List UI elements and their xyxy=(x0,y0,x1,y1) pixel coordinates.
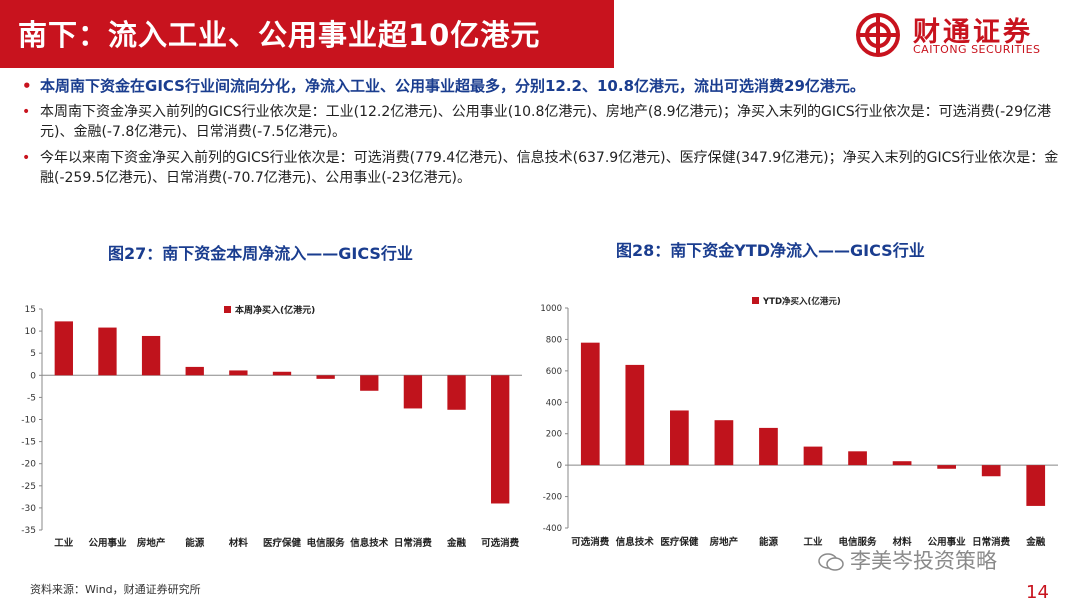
company-logo: 财通证券 CAITONG SECURITIES xyxy=(855,10,1055,60)
source-note: 资料来源：Wind，财通证券研究所 xyxy=(30,583,201,596)
bullet-item: • 今年以来南下资金净买入前列的GICS行业依次是：可选消费(779.4亿港元)、… xyxy=(22,148,1062,188)
y-tick-label: -5 xyxy=(27,393,36,403)
legend-label: 本周净买入(亿港元) xyxy=(235,304,315,316)
x-category-label: 可选消费 xyxy=(481,537,520,549)
chart-title-right: 图28：南下资金YTD净流入——GICS行业 xyxy=(616,241,925,260)
bar xyxy=(316,375,335,379)
bullet-item: • 本周南下资金在GICS行业间流向分化，净流入工业、公用事业超最多，分别12.2… xyxy=(22,76,1062,96)
logo-text-en: CAITONG SECURITIES xyxy=(913,43,1041,56)
bar xyxy=(803,446,823,466)
bullet-list: • 本周南下资金在GICS行业间流向分化，净流入工业、公用事业超最多，分别12.2… xyxy=(22,76,1062,194)
x-category-label: 医疗保健 xyxy=(660,536,699,548)
bar xyxy=(892,461,912,466)
y-tick-label: -30 xyxy=(21,504,36,514)
y-tick-label: -200 xyxy=(543,493,562,503)
bar xyxy=(447,375,466,410)
x-category-label: 材料 xyxy=(892,536,913,548)
y-tick-label: 0 xyxy=(557,461,562,471)
bar xyxy=(848,451,867,466)
bar xyxy=(714,420,734,466)
chart-ytd-net-inflow: 1000 800 600 400 200 0 -200 -400 可选消费 信息技术 医疗保健 房地产… xyxy=(540,296,1058,548)
y-tick-label: -20 xyxy=(21,460,36,470)
y-tick-label: 10 xyxy=(25,327,37,337)
bullet-text: 本周南下资金净买入前列的GICS行业依次是：工业(12.2亿港元)、公用事业(1… xyxy=(40,104,1051,140)
legend-swatch xyxy=(752,297,759,304)
x-category-label: 材料 xyxy=(228,537,249,549)
bar xyxy=(670,410,689,466)
x-category-label: 日常消费 xyxy=(394,537,433,549)
x-category-label: 能源 xyxy=(185,537,205,549)
bar xyxy=(98,327,117,376)
x-category-label: 工业 xyxy=(54,537,74,549)
y-tick-label: 1000 xyxy=(540,304,562,314)
bar xyxy=(580,342,600,466)
y-tick-label: 200 xyxy=(546,430,562,440)
x-category-label: 房地产 xyxy=(710,536,739,548)
y-tick-label: 600 xyxy=(546,367,562,377)
y-tick-label: -10 xyxy=(21,416,36,426)
legend-swatch xyxy=(224,306,231,313)
x-category-label: 电信服务 xyxy=(307,537,346,549)
title-band: 南下：流入工业、公用事业超10亿港元 xyxy=(0,0,614,68)
bullet-text: 今年以来南下资金净买入前列的GICS行业依次是：可选消费(779.4亿港元)、信… xyxy=(40,150,1059,186)
wechat-icon xyxy=(818,553,844,571)
bar xyxy=(937,465,956,469)
header: 南下：流入工业、公用事业超10亿港元 财通证券 CAITONG SECURITI… xyxy=(0,0,1080,68)
logo-text-cn: 财通证券 xyxy=(913,17,1033,48)
bar xyxy=(229,370,248,376)
x-category-label: 信息技术 xyxy=(616,536,655,548)
bullet-item: • 本周南下资金净买入前列的GICS行业依次是：工业(12.2亿港元)、公用事业(… xyxy=(22,102,1062,142)
bar xyxy=(981,465,1001,477)
bar xyxy=(272,371,292,376)
bar xyxy=(141,335,161,376)
bar xyxy=(491,375,510,504)
bar xyxy=(403,375,423,409)
bar xyxy=(625,364,645,466)
bar xyxy=(185,366,204,376)
chart-weekly-net-inflow: 15 10 5 0 -5 -10 -15 -20 -25 -30 -35 工业 公用事业 房地产 能源 材料 医… xyxy=(21,304,522,549)
x-category-label: 工业 xyxy=(803,536,823,548)
x-category-label: 医疗保健 xyxy=(263,537,302,549)
x-category-label: 房地产 xyxy=(137,537,166,549)
bullet-dot-icon: • xyxy=(22,104,31,120)
x-category-label: 能源 xyxy=(759,536,779,548)
bullet-dot-icon: • xyxy=(22,150,31,166)
legend-label: YTD净买入(亿港元) xyxy=(762,296,841,307)
x-category-label: 金融 xyxy=(1025,536,1046,548)
y-tick-label: 0 xyxy=(30,371,36,381)
y-tick-label: -15 xyxy=(21,438,36,448)
bar xyxy=(360,375,379,391)
page-title: 南下：流入工业、公用事业超10亿港元 xyxy=(18,18,541,52)
chart-title-left: 图27：南下资金本周净流入——GICS行业 xyxy=(108,244,413,263)
y-tick-label: -25 xyxy=(21,482,36,492)
bullet-text: 本周南下资金在GICS行业间流向分化，净流入工业、公用事业超最多，分别12.2、… xyxy=(40,77,865,95)
x-category-label: 公用事业 xyxy=(88,537,127,549)
bar xyxy=(1026,465,1046,506)
caitong-logo-icon xyxy=(856,13,900,57)
y-tick-label: 5 xyxy=(30,349,36,359)
y-tick-label: -400 xyxy=(543,524,562,534)
y-tick-label: 800 xyxy=(546,335,562,345)
x-category-label: 可选消费 xyxy=(571,536,610,548)
watermark-text: 李美岑投资策略 xyxy=(850,549,997,573)
x-category-label: 电信服务 xyxy=(839,536,878,548)
y-tick-label: 400 xyxy=(546,398,562,408)
x-category-label: 信息技术 xyxy=(350,537,389,549)
watermark: 李美岑投资策略 xyxy=(818,545,997,575)
x-category-label: 金融 xyxy=(446,537,467,549)
x-category-label: 日常消费 xyxy=(972,536,1011,548)
bar xyxy=(759,427,778,466)
bullet-dot-icon: • xyxy=(22,77,32,95)
y-tick-label: 15 xyxy=(25,305,36,315)
y-tick-label: -35 xyxy=(21,526,36,536)
x-category-label: 公用事业 xyxy=(928,536,967,548)
bar xyxy=(54,321,73,376)
page-number: 14 xyxy=(1026,582,1049,603)
